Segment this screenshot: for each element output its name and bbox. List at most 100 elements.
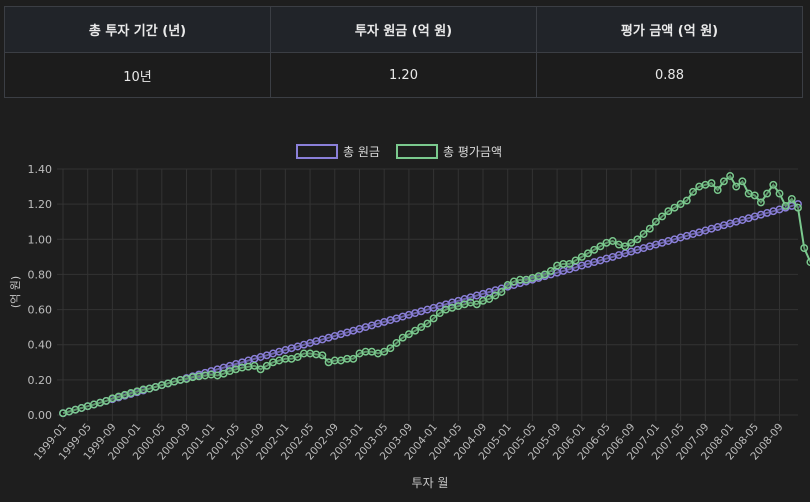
data-point[interactable] [417,307,426,316]
data-point[interactable] [367,347,376,356]
data-point[interactable] [287,344,296,353]
data-point[interactable] [392,339,401,347]
data-point[interactable] [553,268,562,277]
data-point[interactable] [676,200,685,209]
data-point[interactable] [411,326,420,335]
data-point[interactable] [602,254,611,263]
data-point[interactable] [374,349,382,358]
data-point[interactable] [689,230,697,238]
data-point[interactable] [182,375,191,383]
data-point[interactable] [256,353,265,361]
data-point[interactable] [658,238,667,247]
legend-item-valuation[interactable]: 총 평가금액 [396,144,502,159]
data-point[interactable] [781,201,790,210]
data-point[interactable] [485,295,494,303]
data-point[interactable] [275,347,284,356]
data-point[interactable] [651,240,660,249]
data-point[interactable] [207,370,216,379]
data-point[interactable] [312,337,321,346]
data-point[interactable] [584,259,592,268]
data-point[interactable] [343,328,352,337]
data-point[interactable] [769,207,778,216]
data-point[interactable] [769,180,778,189]
data-point[interactable] [472,291,481,300]
data-point[interactable] [361,347,370,356]
data-point[interactable] [435,309,444,318]
data-point[interactable] [670,203,679,212]
data-point[interactable] [732,217,741,226]
data-point[interactable] [139,385,148,394]
data-point[interactable] [170,377,179,386]
data-point[interactable] [689,187,697,196]
data-point[interactable] [349,354,358,363]
data-point[interactable] [744,189,753,198]
data-point[interactable] [664,207,673,216]
data-point[interactable] [577,261,586,270]
data-point[interactable] [787,194,796,203]
data-point[interactable] [614,251,623,260]
data-point[interactable] [448,303,457,312]
data-point[interactable] [318,351,327,360]
data-point[interactable] [114,392,123,401]
data-point[interactable] [726,172,735,180]
data-point[interactable] [707,224,716,233]
data-point[interactable] [546,266,555,275]
data-point[interactable] [194,372,203,381]
data-point[interactable] [244,362,253,371]
data-point[interactable] [744,214,753,223]
data-point[interactable] [522,275,531,284]
data-point[interactable] [201,371,210,380]
data-point[interactable] [312,350,321,359]
data-point[interactable] [244,356,253,365]
data-point[interactable] [374,319,382,328]
data-point[interactable] [602,238,611,247]
data-point[interactable] [553,261,562,270]
data-point[interactable] [559,259,568,268]
data-point[interactable] [775,189,784,198]
data-point[interactable] [324,358,333,367]
data-point[interactable] [133,387,142,396]
data-point[interactable] [219,369,228,378]
data-point[interactable] [763,208,772,217]
data-point[interactable] [336,330,345,339]
data-point[interactable] [559,266,568,275]
data-point[interactable] [398,333,407,342]
data-point[interactable] [269,358,277,367]
data-point[interactable] [262,351,271,360]
data-point[interactable] [658,212,667,221]
data-point[interactable] [503,281,512,289]
data-point[interactable] [380,347,389,356]
data-point[interactable] [756,210,765,219]
data-point[interactable] [441,305,450,314]
data-point[interactable] [102,396,111,405]
data-point[interactable] [732,182,741,191]
data-point[interactable] [695,228,704,237]
legend-item-principal[interactable]: 총 원금 [296,144,380,159]
data-point[interactable] [485,288,494,296]
data-point[interactable] [256,365,265,374]
data-point[interactable] [404,330,413,339]
data-point[interactable] [479,296,487,305]
data-point[interactable] [738,216,747,224]
data-point[interactable] [108,394,117,403]
data-point[interactable] [497,288,506,296]
data-point[interactable] [361,323,370,332]
data-point[interactable] [806,258,810,267]
data-point[interactable] [213,365,222,374]
data-point[interactable] [540,270,549,279]
data-point[interactable] [126,389,135,397]
data-point[interactable] [633,245,642,254]
data-point[interactable] [293,353,302,361]
data-point[interactable] [157,381,166,390]
data-point[interactable] [318,335,327,344]
data-point[interactable] [386,344,395,353]
data-point[interactable] [719,177,728,186]
data-point[interactable] [336,356,345,365]
data-point[interactable] [429,314,438,323]
data-point[interactable] [750,191,759,200]
data-point[interactable] [349,326,358,335]
data-point[interactable] [639,244,648,253]
data-point[interactable] [571,263,580,272]
data-point[interactable] [596,242,605,251]
data-point[interactable] [429,303,438,312]
